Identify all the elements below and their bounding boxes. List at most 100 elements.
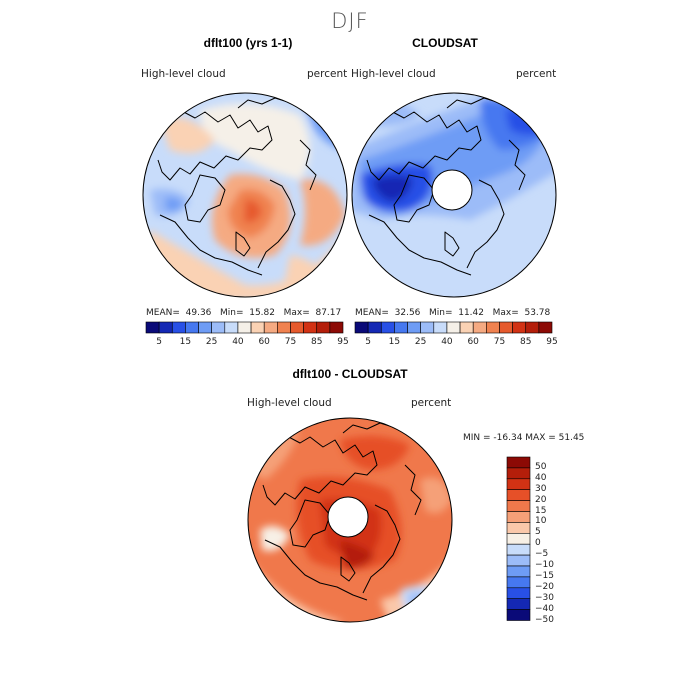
colorbar-swatch: [506, 554, 531, 567]
colorbar-swatch: [506, 576, 531, 589]
colorbar-swatch: [394, 321, 408, 334]
colorbar-tick-label: −5: [535, 549, 549, 560]
colorbar-tick-label: 60: [258, 337, 270, 347]
colorbar-tick-label: 20: [535, 494, 547, 505]
diff-colorbar: [506, 456, 531, 621]
panel1-units-label: percent: [307, 68, 348, 80]
colorbar-swatch: [250, 321, 265, 334]
diff-panel-title: dflt100 - CLOUDSAT: [292, 367, 408, 381]
diff-variable-label: High-level cloud: [247, 397, 332, 409]
colorbar-tick-label: −15: [535, 570, 554, 581]
panel1-title: dflt100 (yrs 1-1): [203, 36, 293, 50]
panel2-title: CLOUDSAT: [412, 36, 478, 50]
colorbar-swatch: [277, 321, 291, 334]
colorbar-swatch: [145, 321, 160, 334]
panel1-colorbar: [145, 321, 344, 334]
colorbar-swatch: [506, 478, 531, 490]
colorbar-tick-label: 85: [519, 337, 532, 347]
colorbar-swatch: [538, 321, 553, 334]
colorbar-tick-label: −40: [535, 603, 554, 614]
colorbar-swatch: [506, 489, 531, 501]
colorbar-swatch: [329, 321, 344, 334]
colorbar-tick-label: 95: [546, 337, 558, 347]
colorbar-swatch: [263, 321, 278, 334]
colorbar-tick-label: 15: [535, 505, 547, 516]
colorbar-tick-label: 85: [310, 337, 323, 347]
colorbar-tick-label: −10: [535, 560, 554, 570]
colorbar-swatch: [512, 321, 527, 334]
colorbar-tick-label: 75: [493, 337, 506, 347]
colorbar-swatch: [171, 321, 186, 334]
colorbar-tick-label: 0: [535, 538, 541, 549]
diff-pole-hole: [327, 496, 369, 538]
colorbar-tick-label: 95: [337, 337, 349, 347]
colorbar-swatch: [354, 321, 369, 334]
colorbar-swatch: [407, 321, 421, 334]
colorbar-swatch: [303, 321, 318, 334]
colorbar-tick-label: 25: [205, 337, 218, 347]
colorbar-tick-label: −30: [535, 592, 554, 603]
panel2-field: [352, 93, 556, 297]
colorbar-swatch: [290, 321, 304, 334]
colorbar-tick-label: 5: [535, 527, 541, 538]
colorbar-tick-label: 10: [535, 516, 547, 527]
colorbar-swatch: [506, 467, 531, 480]
panel2-polar-map: [351, 92, 557, 298]
colorbar-tick-label: 50: [535, 461, 547, 472]
colorbar-tick-label: 25: [414, 337, 427, 347]
panel2-colorbar: [354, 321, 553, 334]
colorbar-swatch: [506, 500, 531, 512]
colorbar-tick-label: 5: [365, 337, 371, 347]
colorbar-tick-label: 40: [441, 337, 453, 347]
colorbar-tick-label: −20: [535, 581, 554, 592]
colorbar-swatch: [211, 321, 226, 334]
colorbar-swatch: [446, 321, 461, 334]
colorbar-swatch: [433, 321, 448, 334]
colorbar-swatch: [158, 321, 173, 334]
panel1-polar-map: [142, 92, 348, 298]
colorbar-swatch: [316, 321, 331, 334]
colorbar-swatch: [506, 511, 531, 523]
colorbar-swatch: [506, 456, 531, 469]
diff-units-label: percent: [411, 397, 452, 409]
colorbar-swatch: [506, 543, 531, 556]
diff-min-max: MIN = -16.34 MAX = 51.45: [463, 433, 585, 443]
colorbar-swatch: [237, 321, 252, 334]
colorbar-swatch: [506, 609, 531, 621]
panel2-variable-label: High-level cloud: [351, 68, 436, 80]
colorbar-tick-label: 40: [535, 472, 547, 483]
colorbar-swatch: [367, 321, 382, 334]
figure-title: DJF: [331, 9, 369, 33]
colorbar-tick-label: 60: [467, 337, 479, 347]
colorbar-swatch: [506, 522, 531, 534]
diff-coastlines: [262, 422, 422, 601]
colorbar-tick-label: 40: [232, 337, 244, 347]
colorbar-swatch: [506, 598, 531, 610]
diff-polar-map: [247, 417, 453, 623]
colorbar-swatch: [506, 532, 531, 545]
panel1-stats: MEAN= 49.36 Min= 15.82 Max= 87.17: [146, 308, 342, 318]
colorbar-swatch: [198, 321, 212, 334]
colorbar-swatch: [224, 321, 239, 334]
colorbar-swatch: [506, 565, 531, 578]
colorbar-tick-label: −50: [535, 614, 554, 625]
colorbar-swatch: [525, 321, 540, 334]
colorbar-tick-label: 15: [179, 337, 192, 347]
panel2-units-label: percent: [516, 68, 557, 80]
panel2-stats: MEAN= 32.56 Min= 11.42 Max= 53.78: [355, 308, 551, 318]
panel1-field: [143, 93, 347, 297]
colorbar-swatch: [506, 587, 531, 599]
panel2-pole-hole: [431, 169, 473, 211]
colorbar-swatch: [459, 321, 474, 334]
colorbar-tick-label: 5: [156, 337, 162, 347]
panel1-variable-label: High-level cloud: [141, 68, 226, 80]
colorbar-tick-label: 30: [535, 483, 547, 494]
colorbar-tick-label: 75: [284, 337, 297, 347]
colorbar-swatch: [420, 321, 435, 334]
colorbar-swatch: [499, 321, 513, 334]
colorbar-swatch: [472, 321, 487, 334]
colorbar-swatch: [486, 321, 500, 334]
colorbar-swatch: [380, 321, 395, 334]
colorbar-tick-label: 15: [388, 337, 401, 347]
